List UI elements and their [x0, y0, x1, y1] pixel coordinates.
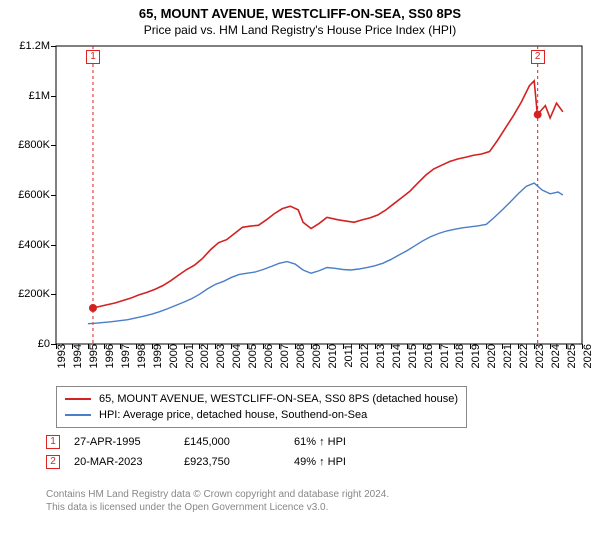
plot-area: £0£200K£400K£600K£800K£1M£1.2M1993199419…	[56, 46, 582, 344]
plot-svg	[56, 46, 582, 344]
x-tick-label: 2007	[275, 344, 291, 368]
x-tick-label: 2015	[403, 344, 419, 368]
transaction-hpi-delta: 49% ↑ HPI	[294, 456, 404, 468]
y-tick-label: £200K	[18, 288, 56, 300]
x-tick-label: 2014	[387, 344, 403, 368]
y-tick-label: £600K	[18, 189, 56, 201]
x-tick-label: 2016	[419, 344, 435, 368]
transaction-row: 1 27-APR-1995£145,00061% ↑ HPI	[46, 432, 404, 452]
x-tick-label: 2025	[562, 344, 578, 368]
transaction-price: £145,000	[184, 436, 294, 448]
y-tick-label: £400K	[18, 239, 56, 251]
footer-line-2: This data is licensed under the Open Gov…	[46, 501, 389, 514]
x-tick-label: 2006	[259, 344, 275, 368]
transaction-marker: 1	[46, 435, 60, 449]
x-tick-label: 2005	[243, 344, 259, 368]
x-tick-label: 1993	[52, 344, 68, 368]
footer: Contains HM Land Registry data © Crown c…	[46, 488, 389, 514]
x-tick-label: 1995	[84, 344, 100, 368]
x-tick-label: 2004	[227, 344, 243, 368]
x-tick-label: 2017	[435, 344, 451, 368]
x-tick-label: 1999	[148, 344, 164, 368]
legend-row-1: 65, MOUNT AVENUE, WESTCLIFF-ON-SEA, SS0 …	[65, 391, 458, 407]
chart-container: 65, MOUNT AVENUE, WESTCLIFF-ON-SEA, SS0 …	[0, 0, 600, 560]
x-tick-label: 2009	[307, 344, 323, 368]
x-tick-label: 2019	[466, 344, 482, 368]
footer-line-1: Contains HM Land Registry data © Crown c…	[46, 488, 389, 501]
transaction-date: 27-APR-1995	[74, 436, 184, 448]
chart-title: 65, MOUNT AVENUE, WESTCLIFF-ON-SEA, SS0 …	[0, 0, 600, 21]
x-tick-label: 2023	[530, 344, 546, 368]
legend-label-2: HPI: Average price, detached house, Sout…	[99, 409, 367, 421]
transaction-hpi-delta: 61% ↑ HPI	[294, 436, 404, 448]
y-tick-label: £1M	[29, 90, 56, 102]
x-tick-label: 2008	[291, 344, 307, 368]
x-tick-label: 2001	[180, 344, 196, 368]
x-tick-label: 2010	[323, 344, 339, 368]
x-tick-label: 1997	[116, 344, 132, 368]
sale-marker-1: 1	[86, 50, 100, 64]
x-tick-label: 2026	[578, 344, 594, 368]
legend-row-2: HPI: Average price, detached house, Sout…	[65, 407, 458, 423]
chart-subtitle: Price paid vs. HM Land Registry's House …	[0, 21, 600, 41]
x-tick-label: 2020	[482, 344, 498, 368]
x-tick-label: 1998	[132, 344, 148, 368]
x-tick-label: 1996	[100, 344, 116, 368]
x-tick-label: 2021	[498, 344, 514, 368]
legend-swatch-1	[65, 398, 91, 400]
transaction-rows: 1 27-APR-1995£145,00061% ↑ HPI 2 20-MAR-202…	[46, 432, 404, 472]
legend: 65, MOUNT AVENUE, WESTCLIFF-ON-SEA, SS0 …	[56, 386, 467, 428]
transaction-row: 2 20-MAR-2023£923,75049% ↑ HPI	[46, 452, 404, 472]
x-tick-label: 2013	[371, 344, 387, 368]
x-tick-label: 2003	[211, 344, 227, 368]
x-tick-label: 2022	[514, 344, 530, 368]
x-tick-label: 2018	[450, 344, 466, 368]
transaction-date: 20-MAR-2023	[74, 456, 184, 468]
x-tick-label: 2000	[164, 344, 180, 368]
transaction-marker: 2	[46, 455, 60, 469]
legend-label-1: 65, MOUNT AVENUE, WESTCLIFF-ON-SEA, SS0 …	[99, 393, 458, 405]
x-tick-label: 1994	[68, 344, 84, 368]
sale-marker-2: 2	[531, 50, 545, 64]
y-tick-label: £800K	[18, 139, 56, 151]
x-tick-label: 2024	[546, 344, 562, 368]
x-tick-label: 2011	[339, 344, 355, 368]
transaction-price: £923,750	[184, 456, 294, 468]
y-tick-label: £1.2M	[19, 40, 56, 52]
legend-swatch-2	[65, 414, 91, 416]
x-tick-label: 2002	[195, 344, 211, 368]
x-tick-label: 2012	[355, 344, 371, 368]
